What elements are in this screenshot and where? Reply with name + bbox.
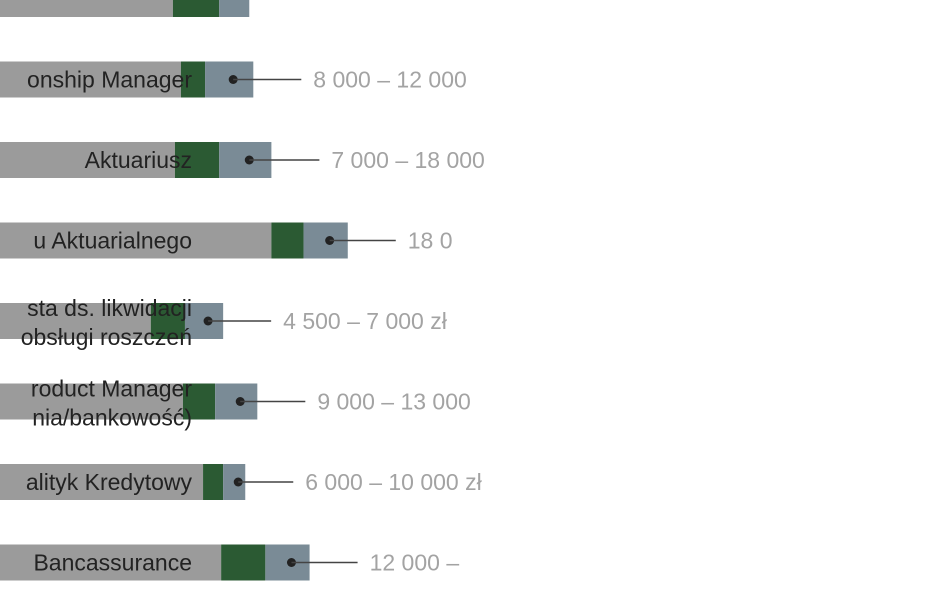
bar-segment-base (0, 383, 183, 420)
bar-segment-base (0, 142, 175, 178)
bar-segment-middle (180, 61, 206, 98)
category-label: obsługi roszczeń (21, 324, 192, 350)
range-label: 18 0 (408, 228, 453, 254)
bar-segment-middle (221, 544, 266, 581)
category-label: Bancassurance (33, 550, 192, 576)
range-label: 4 500 – 7 000 zł (283, 308, 447, 334)
category-label: sta ds. likwidacji (27, 295, 192, 321)
bar-segment-base (0, 303, 151, 339)
bar-segment-middle (174, 142, 220, 178)
bar-segment-base (0, 61, 181, 98)
category-label: onship Manager (27, 67, 192, 93)
category-label: Aktuariusz (85, 147, 192, 173)
bar-segment-middle (172, 0, 220, 17)
bar-segment-middle (150, 303, 185, 339)
bar-segment-middle (271, 222, 304, 259)
bar-segment-base (0, 0, 173, 17)
range-label: 7 000 – 18 000 (331, 147, 484, 173)
category-label: u Aktuarialnego (33, 228, 192, 254)
category-label: roduct Manager (31, 376, 192, 402)
bar-segment-base (0, 544, 222, 581)
range-label: 9 000 – 13 000 (317, 389, 470, 415)
category-label: nia/bankowość) (32, 405, 192, 431)
bar-segment-base (0, 222, 272, 259)
bar-segment-base (0, 464, 204, 500)
category-label: alityk Kredytowy (26, 469, 193, 495)
bar-segment-middle (203, 464, 224, 500)
bar-segment-middle (182, 383, 216, 420)
range-label: 8 000 – 12 000 (313, 67, 466, 93)
range-label: 12 000 – (370, 550, 460, 576)
range-label: 6 000 – 10 000 zł (305, 469, 481, 495)
bar-segment-top (219, 0, 250, 17)
